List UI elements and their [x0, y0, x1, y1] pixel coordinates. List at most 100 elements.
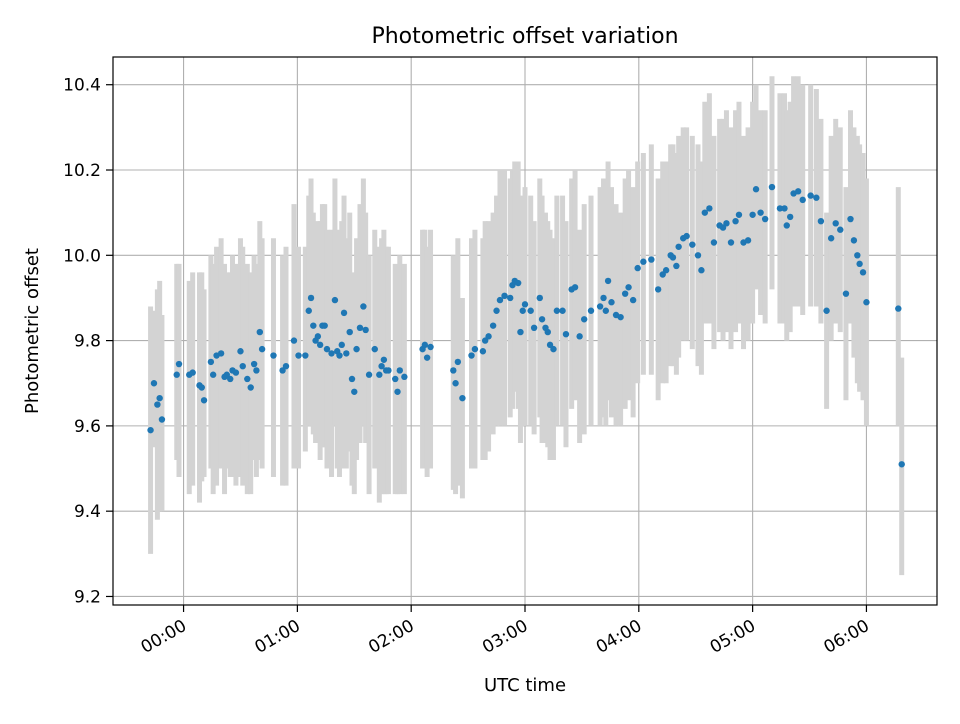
data-point: [496, 296, 504, 304]
data-point: [156, 394, 163, 402]
data-point: [396, 367, 404, 374]
data-point: [468, 352, 475, 359]
data-point: [776, 205, 784, 212]
data-point: [314, 333, 322, 340]
data-point: [648, 256, 655, 263]
data-point: [587, 307, 595, 314]
data-point: [669, 254, 677, 261]
data-point: [859, 269, 867, 276]
data-point: [710, 239, 718, 246]
data-point: [744, 237, 752, 244]
data-point: [147, 426, 154, 434]
data-point: [295, 352, 302, 359]
data-point: [175, 360, 183, 368]
data-point: [602, 307, 610, 314]
data-point: [302, 352, 309, 359]
data-point: [827, 235, 835, 242]
data-point: [362, 326, 369, 334]
data-point: [365, 371, 373, 378]
data-point: [562, 330, 570, 338]
y-tick-label: 10.2: [63, 161, 101, 181]
data-point: [239, 362, 246, 370]
data-point: [634, 264, 641, 272]
data-point: [323, 345, 331, 353]
data-point: [521, 301, 529, 308]
data-point: [732, 217, 739, 225]
data-point: [338, 341, 345, 349]
x-axis-label: UTC time: [484, 675, 566, 696]
data-point: [817, 217, 825, 225]
data-point: [823, 307, 830, 314]
data-point: [538, 316, 546, 323]
data-point: [450, 367, 457, 374]
data-point: [336, 352, 343, 359]
data-point: [423, 354, 431, 361]
y-tick-label: 9.6: [74, 417, 101, 437]
data-point: [683, 232, 690, 240]
data-point: [198, 384, 205, 391]
data-point: [282, 362, 290, 370]
data-point: [694, 252, 702, 259]
y-axis-label: Photometric offset: [22, 248, 43, 414]
data-point: [348, 375, 356, 383]
data-point: [786, 213, 794, 221]
data-point: [813, 194, 820, 201]
data-point: [394, 388, 401, 395]
data-point: [571, 284, 579, 291]
data-point: [617, 313, 624, 321]
data-point: [544, 328, 551, 336]
data-point: [340, 309, 348, 317]
data-point: [675, 243, 682, 250]
data-point: [757, 209, 764, 216]
data-point: [328, 350, 335, 357]
data-point: [207, 358, 215, 366]
y-tick-label: 9.4: [74, 502, 101, 522]
data-point: [856, 260, 863, 268]
data-point: [250, 360, 258, 368]
data-point: [749, 211, 756, 218]
data-point: [600, 294, 607, 302]
data-point: [527, 307, 534, 314]
data-point: [625, 284, 632, 291]
data-point: [501, 292, 508, 300]
data-point: [514, 279, 522, 287]
data-point: [673, 262, 680, 270]
data-point: [346, 328, 353, 336]
data-point: [854, 252, 861, 259]
data-point: [217, 350, 225, 357]
data-point: [485, 333, 492, 340]
data-point: [270, 352, 277, 359]
data-point: [244, 375, 251, 383]
data-point: [401, 373, 408, 381]
data-point: [898, 461, 905, 468]
data-point: [895, 305, 902, 312]
y-tick-label: 9.2: [74, 587, 101, 607]
data-point: [807, 192, 814, 199]
chart-title: Photometric offset variation: [371, 24, 678, 49]
data-point: [576, 333, 583, 340]
data-point: [316, 341, 324, 349]
data-point: [427, 343, 434, 351]
data-point: [331, 296, 339, 304]
data-point: [580, 316, 588, 323]
data-point: [150, 380, 158, 387]
data-point: [719, 224, 727, 231]
data-point: [479, 348, 487, 355]
data-point: [227, 375, 234, 383]
data-points: [147, 183, 905, 468]
data-point: [783, 222, 790, 229]
data-point: [356, 324, 364, 332]
data-point: [546, 341, 554, 349]
data-point: [353, 345, 360, 353]
data-point: [596, 303, 604, 310]
data-point: [559, 307, 566, 314]
data-point: [232, 369, 240, 376]
data-point: [735, 211, 743, 218]
data-point: [794, 188, 802, 195]
data-point: [489, 322, 497, 329]
data-point: [378, 362, 385, 370]
y-tick-label: 9.8: [74, 332, 101, 352]
data-point: [307, 294, 315, 302]
data-point: [517, 328, 524, 336]
data-point: [343, 350, 350, 357]
